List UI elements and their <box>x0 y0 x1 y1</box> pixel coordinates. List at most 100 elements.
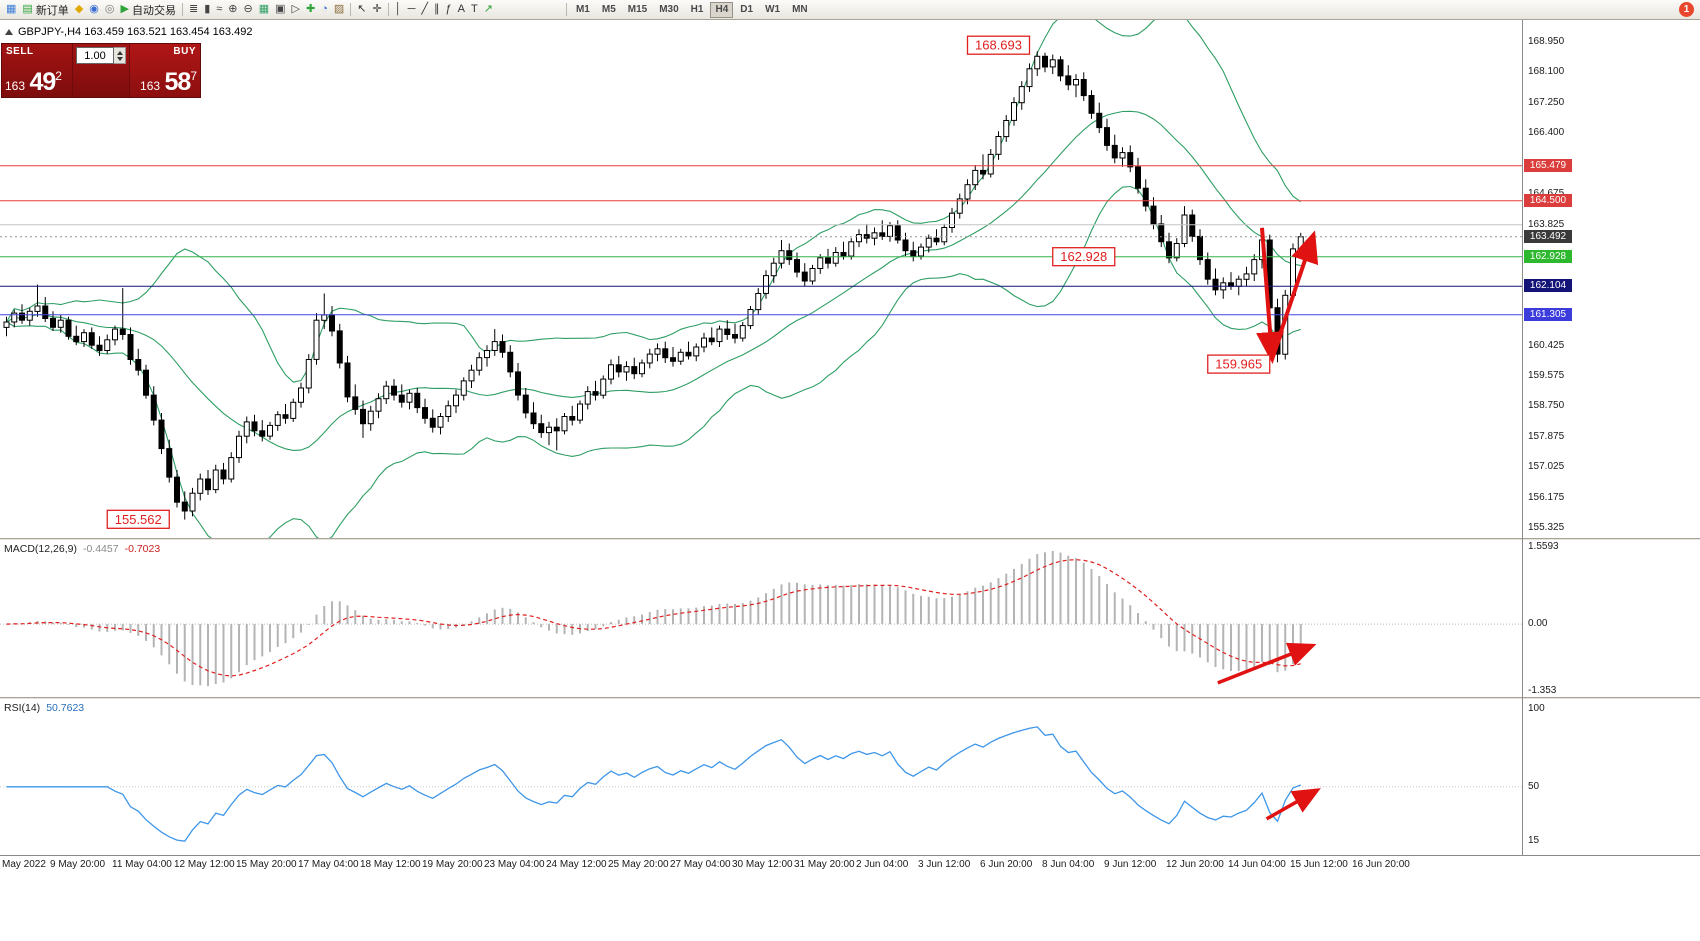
vertical-line-icon: │ <box>394 3 402 15</box>
toolbar-separator <box>350 3 352 16</box>
sell-price: 163 492 <box>5 68 62 96</box>
label-icon: T <box>471 3 478 15</box>
panel-splitter[interactable] <box>0 697 1700 700</box>
crosshair-icon[interactable]: ✛ <box>370 1 385 19</box>
sell-button[interactable]: SELL 163 492 <box>2 44 72 97</box>
chart-shift-icon: ▷ <box>291 3 301 15</box>
periods-icon[interactable]: ◔ <box>318 1 331 19</box>
label-icon[interactable]: T <box>468 1 481 19</box>
text-icon[interactable]: A <box>455 1 468 19</box>
price-axis-label: 157.025 <box>1528 461 1565 472</box>
svg-text:162.928: 162.928 <box>1060 249 1107 264</box>
time-axis-label: 19 May 20:00 <box>422 859 483 870</box>
timeframe-m15-button[interactable]: M15 <box>627 3 648 15</box>
time-axis-label: 11 May 04:00 <box>112 859 172 870</box>
macd-panel-canvas[interactable] <box>0 541 1522 697</box>
panel-splitter[interactable] <box>0 538 1700 541</box>
time-axis-label: 9 May 20:00 <box>50 859 106 870</box>
line-chart-icon: ≈ <box>216 3 223 15</box>
autotrading-button[interactable]: ▶ 自动交易 <box>118 1 179 19</box>
zoom-in-icon: ⊕ <box>228 3 238 15</box>
timeframe-d1-button[interactable]: D1 <box>740 3 754 15</box>
candlestick-chart-icon[interactable]: ▮ <box>201 1 213 19</box>
metaeditor-icon[interactable]: ◆ <box>72 1 86 19</box>
rsi-panel-canvas[interactable] <box>0 700 1522 855</box>
price-level-badge: 163.492 <box>1524 230 1572 243</box>
svg-text:155.562: 155.562 <box>115 512 162 527</box>
price-axis-label: 158.750 <box>1528 400 1565 411</box>
notification-badge[interactable]: 1 <box>1679 2 1694 17</box>
toolbar-separator <box>387 3 389 16</box>
chart-title: GBPJPY-,H4 163.459 163.521 163.454 163.4… <box>5 26 252 38</box>
indicators-icon[interactable]: ✚ <box>303 1 318 19</box>
auto-scroll-icon[interactable]: ▣ <box>272 1 288 19</box>
price-axis-label: 157.875 <box>1528 431 1565 442</box>
price-level-badge: 162.928 <box>1524 250 1572 263</box>
symbol-marker-icon <box>5 29 13 35</box>
fibonacci-icon[interactable]: ƒ <box>443 1 455 19</box>
volume-input[interactable] <box>76 47 114 64</box>
chart-shift-icon[interactable]: ▷ <box>289 1 303 19</box>
cursor-icon[interactable]: ↖ <box>354 1 369 19</box>
timeframe-w1-button[interactable]: W1 <box>765 3 781 15</box>
arrows-icon[interactable]: ↗ <box>481 1 496 19</box>
strategy-tester-icon[interactable]: ◎ <box>102 1 118 19</box>
buy-button[interactable]: BUY 163 587 <box>130 44 200 97</box>
price-axis-label: 164.675 <box>1528 188 1564 199</box>
time-axis-label: 15 Jun 12:00 <box>1290 859 1348 870</box>
time-axis[interactable]: May 2022 9 May 20:00 11 May 04:00 12 May 12… <box>0 855 1700 876</box>
autotrading-button-label: 自动交易 <box>131 4 176 17</box>
text-icon: A <box>457 3 465 15</box>
tile-windows-icon[interactable]: ▦ <box>256 1 272 19</box>
timeframe-mn-button[interactable]: MN <box>792 3 808 15</box>
toolbar-separator <box>565 3 567 16</box>
time-axis-label: 16 Jun 20:00 <box>1352 859 1410 870</box>
volume-stepper[interactable] <box>114 47 126 64</box>
periods-icon: ◔ <box>321 3 328 15</box>
new-order-button[interactable]: ▤ 新订单 <box>19 1 71 19</box>
timeframe-h1-button[interactable]: H1 <box>690 3 704 15</box>
price-axis-label: 168.100 <box>1528 66 1565 77</box>
tile-windows-icon: ▦ <box>258 3 270 15</box>
time-axis-label: 27 May 04:00 <box>670 859 731 870</box>
fibonacci-icon: ƒ <box>445 3 452 15</box>
price-axis[interactable]: 168.950 168.100 167.250 166.400 164.675 163.8… <box>1522 20 1700 855</box>
stepper-down-icon[interactable] <box>116 56 123 61</box>
one-click-trading-panel: SELL 163 492 BUY 163 587 <box>1 43 201 98</box>
vertical-line-icon[interactable]: │ <box>392 1 405 19</box>
crosshair-icon: ✛ <box>372 3 382 15</box>
timeframe-m30-button[interactable]: M30 <box>659 3 679 15</box>
autotrading-icon: ▶ <box>120 3 129 15</box>
timeframe-m5-button[interactable]: M5 <box>601 3 616 15</box>
stepper-up-icon[interactable] <box>116 50 123 55</box>
horizontal-line-icon[interactable]: ─ <box>405 1 419 19</box>
time-axis-label: 8 Jun 04:00 <box>1042 859 1095 870</box>
timeframe-h4-button[interactable]: H4 <box>710 1 734 18</box>
macd-indicator-label: MACD(12,26,9) -0.4457 -0.7023 <box>4 543 161 555</box>
templates-icon: ▨ <box>333 3 345 15</box>
zoom-in-icon[interactable]: ⊕ <box>225 1 240 19</box>
charts-window-icon[interactable]: ▦ <box>3 1 19 19</box>
rsi-axis-label: 100 <box>1528 703 1545 714</box>
trendline-icon[interactable]: ╱ <box>418 1 431 19</box>
timeframe-m1-button[interactable]: M1 <box>575 3 590 15</box>
zoom-out-icon[interactable]: ⊖ <box>241 1 256 19</box>
time-axis-label: May 2022 <box>2 859 46 870</box>
toolbar-separator <box>181 3 183 16</box>
templates-icon[interactable]: ▨ <box>331 1 347 19</box>
line-chart-icon[interactable]: ≈ <box>213 1 225 19</box>
time-axis-label: 23 May 04:00 <box>484 859 545 870</box>
charts-window-icon: ▦ <box>6 3 17 15</box>
bar-chart-icon[interactable]: ≣ <box>186 1 201 19</box>
market-watch-icon[interactable]: ◉ <box>86 1 102 19</box>
time-axis-label: 15 May 20:00 <box>236 859 297 870</box>
horizontal-line-icon: ─ <box>407 3 416 15</box>
price-axis-label: 163.825 <box>1528 219 1565 230</box>
rsi-indicator-label: RSI(14) 50.7623 <box>4 702 85 714</box>
rsi-axis-label: 15 <box>1528 835 1540 846</box>
volume-control <box>72 44 130 97</box>
sell-label: SELL <box>6 46 34 57</box>
channel-icon[interactable]: ∥ <box>431 1 443 19</box>
main-chart-canvas[interactable]: 168.693 162.928 159.965 155.562 <box>0 20 1522 538</box>
time-axis-label: 31 May 20:00 <box>794 859 855 870</box>
